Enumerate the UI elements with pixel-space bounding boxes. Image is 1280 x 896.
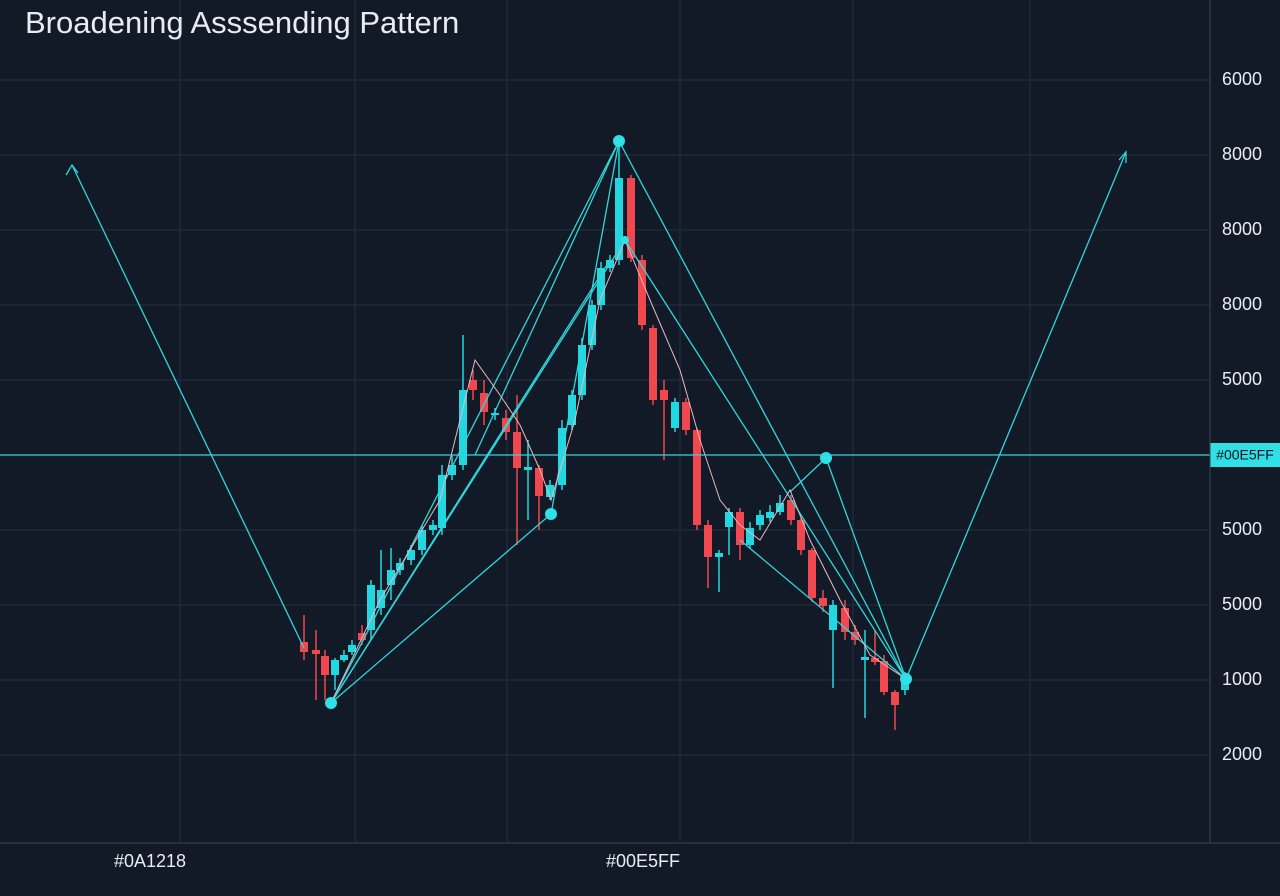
horizontal-level: #00E5FF [0,443,1280,467]
pattern-line [825,457,907,680]
candle-body [321,656,329,675]
candle-body [808,550,816,598]
candle-body [535,468,543,496]
candle-body [638,260,646,325]
candle-body [459,390,467,465]
candle-body [725,512,733,527]
y-tick-label: 2000 [1222,744,1262,764]
pattern-line [330,513,552,704]
trend-arrow-left [71,164,305,649]
level-label: #00E5FF [1216,447,1274,463]
candle-body [448,465,456,475]
y-tick-label: 5000 [1222,519,1262,539]
candle-body [766,512,774,518]
candle-body [756,515,764,525]
candle-body [513,432,521,468]
y-tick-label: 8000 [1222,144,1262,164]
candle-body [524,467,532,470]
candle-body [331,660,339,675]
arrow-head [1118,150,1127,163]
axes: 6000 8000 8000 8000 5000 5000 5000 1000 2000 #0A1… [114,69,1262,871]
candle-body [627,178,635,258]
y-tick-label: 8000 [1222,219,1262,239]
pattern-line [330,259,611,704]
level-label-box [1210,443,1280,467]
candle-body [615,178,623,260]
pattern-line [789,457,827,493]
candle-body [649,328,657,400]
candle-body [660,390,668,400]
grid [0,79,1210,756]
candle-body [568,395,576,425]
candle-body [871,658,879,662]
candle-body [880,661,888,692]
candle-body [438,475,446,528]
candle-body [312,650,320,654]
x-tick-label: #0A1218 [114,851,186,871]
pivot [545,508,557,520]
candle-body [597,268,605,305]
candle-body [787,500,795,520]
arrow-head [65,163,79,176]
candle-body [736,512,744,545]
y-tick-label: 5000 [1222,594,1262,614]
candle-body [407,550,415,560]
pivot [900,673,912,685]
x-tick-label: #00E5FF [606,851,680,871]
candle-body [429,525,437,530]
pattern-line [474,140,620,456]
trend-arrow-right [905,151,1127,680]
pattern-line [618,140,907,680]
candle-body [367,585,375,630]
candle-body [797,520,805,550]
candle-body [682,402,690,430]
pattern-line [550,140,620,515]
candle-body [578,345,586,395]
candle-body [671,402,679,428]
pivot [613,135,625,147]
candle-body [693,430,701,525]
candle-body [841,608,849,632]
candle-body [469,380,477,390]
y-tick-label: 6000 [1222,69,1262,89]
pattern-line [330,140,620,704]
candle-body [715,553,723,557]
candle-body [861,657,869,660]
candle-body [891,692,899,705]
candle-body [588,305,596,345]
candle-body [746,528,754,545]
pivot [621,236,629,244]
candle-body [480,393,488,412]
candle-body [418,530,426,550]
y-tick-label: 5000 [1222,369,1262,389]
candle-body [358,633,366,640]
pattern-overlay [65,140,1127,704]
pattern-line [624,239,907,680]
y-tick-label: 8000 [1222,294,1262,314]
pivot [820,452,832,464]
y-tick-label: 1000 [1222,669,1262,689]
candle-body [348,645,356,652]
chart-title: Broadening Asssending Pattern [25,5,459,40]
candle-body [819,598,827,606]
candle-body [491,413,499,415]
candle-body [387,570,395,585]
price-path [330,238,907,704]
candle-body [546,485,554,497]
pattern-line [739,539,907,680]
pivot [325,697,337,709]
candle-body [704,525,712,557]
candle-body [340,655,348,660]
